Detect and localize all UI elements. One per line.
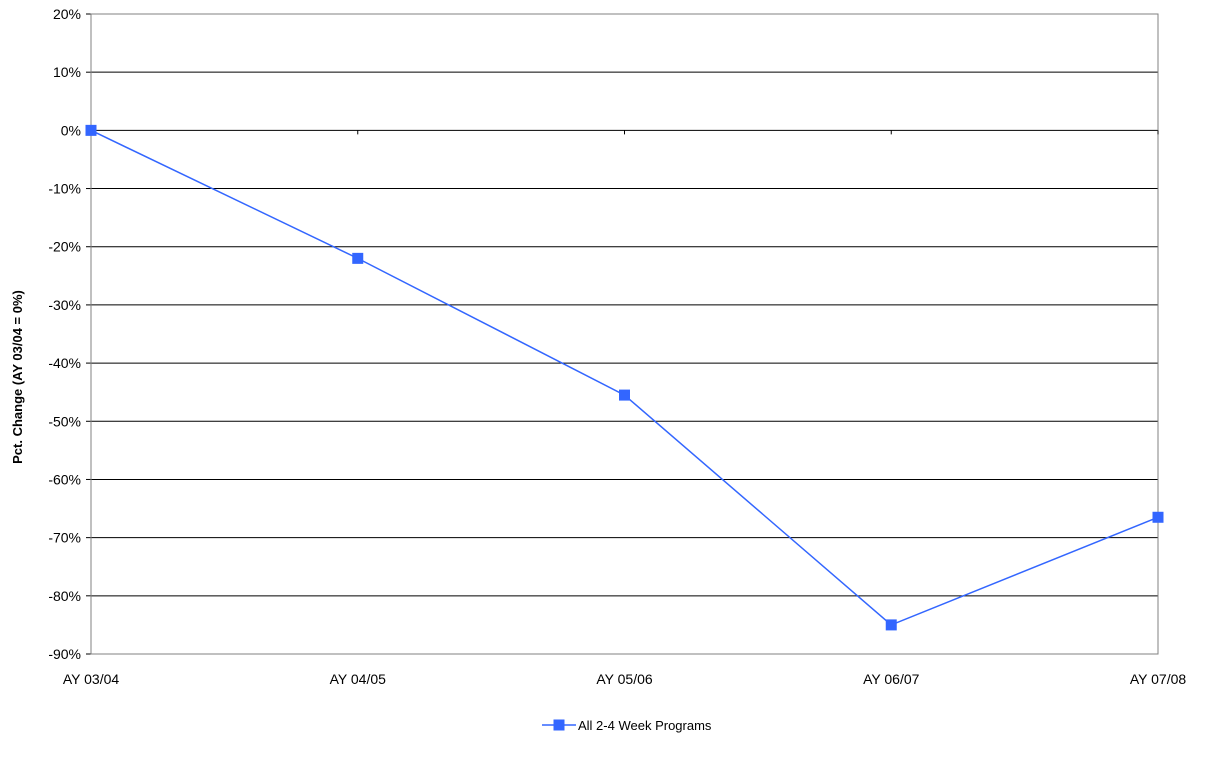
legend-marker-swatch <box>553 719 565 731</box>
data-point-marker <box>352 252 364 264</box>
y-tick-label: -50% <box>48 413 81 429</box>
x-tick-label: AY 05/06 <box>596 671 653 687</box>
y-tick-label: 0% <box>61 122 81 138</box>
y-tick-label: 20% <box>53 6 81 22</box>
y-axis-title: Pct. Change (AY 03/04 = 0%) <box>10 290 25 464</box>
series <box>85 124 1164 631</box>
axes <box>86 13 1159 655</box>
y-tick-label: -30% <box>48 297 81 313</box>
x-tick-label: AY 04/05 <box>330 671 387 687</box>
series-line <box>90 129 1159 626</box>
plot-area-border <box>90 13 1159 655</box>
legend-label: All 2-4 Week Programs <box>578 718 712 733</box>
data-point-marker <box>1152 511 1164 523</box>
x-tick-label: AY 03/04 <box>63 671 120 687</box>
y-tick-label: -40% <box>48 355 81 371</box>
y-tick-label: -10% <box>48 181 81 197</box>
data-point-marker <box>619 389 630 401</box>
y-tick-label: -60% <box>48 471 81 487</box>
y-tick-label: -70% <box>48 530 81 546</box>
gridlines <box>91 13 1158 655</box>
y-tick-label: 10% <box>53 64 81 80</box>
y-tick-label: -20% <box>48 239 81 255</box>
data-point-marker <box>85 124 97 136</box>
tick-labels: 20% 10% 0% -10% -20% -30% -40% -50% -60% -70% -80%… <box>48 6 1186 687</box>
x-tick-label: AY 06/07 <box>863 671 920 687</box>
y-tick-label: -90% <box>48 646 81 662</box>
data-point-marker <box>885 619 897 631</box>
legend: All 2-4 Week Programs <box>542 718 712 733</box>
x-tick-label: AY 07/08 <box>1130 671 1187 687</box>
y-tick-label: -80% <box>48 588 81 604</box>
